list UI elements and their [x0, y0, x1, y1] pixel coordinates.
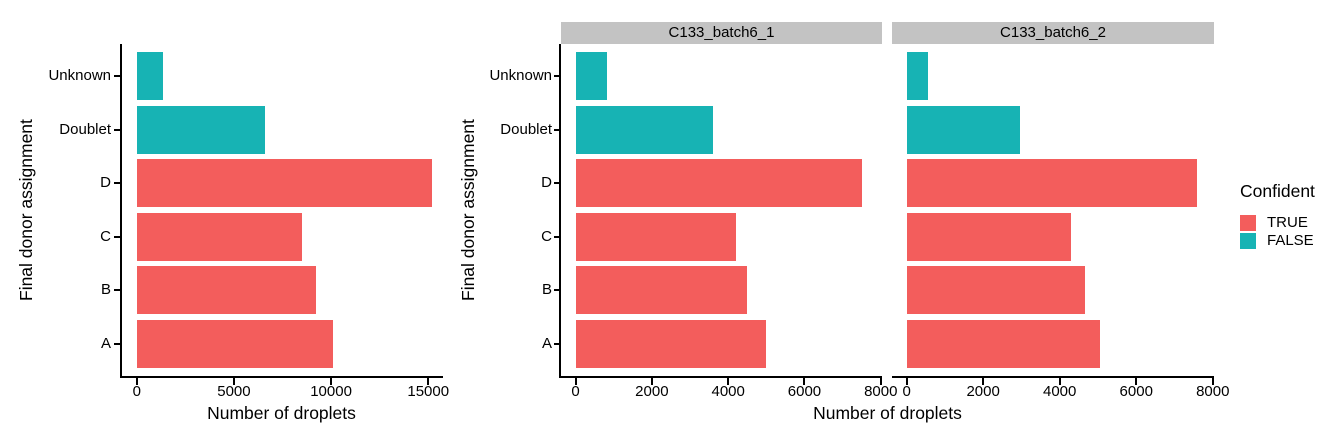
bar-c: [575, 212, 736, 261]
x-tick-label-15000: 15000: [407, 383, 450, 400]
x-tick-label-6000: 6000: [787, 383, 822, 400]
bar-doublet: [906, 105, 1020, 154]
legend-key-true-swatch: [1240, 215, 1256, 231]
bar-d: [906, 159, 1198, 208]
y-tick-mark: [114, 235, 121, 238]
x-axis-tick-labels-batch6-2: 0 2000 4000 6000 8000: [892, 383, 1229, 401]
facet-strip-batch6-1: C133_batch6_1: [561, 22, 882, 44]
x-tick-mark: [650, 378, 653, 385]
x-tick-mark: [232, 378, 235, 385]
y-tick-label-c: C: [100, 227, 111, 245]
y-tick-label-unknown: Unknown: [48, 67, 111, 85]
x-axis-ticks-batch6-1: [561, 378, 882, 385]
y-tick-label-c: C: [541, 227, 552, 245]
y-tick-label-unknown: Unknown: [489, 67, 552, 85]
x-axis-ticks-batch6-2: [892, 378, 1214, 385]
plot-panel-batch6-1: [559, 44, 882, 378]
y-axis-labels-faceted: Unknown Doublet D C B A: [442, 44, 552, 376]
x-tick-mark: [574, 378, 577, 385]
x-tick-mark: [1058, 378, 1061, 385]
y-tick-mark: [114, 75, 121, 78]
y-tick-mark: [554, 235, 561, 238]
x-tick-label-0: 0: [132, 383, 141, 400]
y-tick-label-d: D: [100, 174, 111, 192]
y-tick-mark: [554, 342, 561, 345]
legend-key-false-swatch: [1240, 233, 1256, 249]
y-axis-labels-overall: Unknown Doublet D C B A: [0, 44, 111, 376]
bar-unknown: [906, 52, 928, 101]
x-tick-label-8000: 8000: [864, 383, 898, 400]
x-tick-mark: [803, 378, 806, 385]
x-axis-title-overall: Number of droplets: [207, 403, 356, 423]
y-tick-label-a: A: [100, 334, 111, 352]
legend-title: Confident: [1240, 181, 1315, 201]
x-tick-mark: [727, 378, 730, 385]
plot-panel-batch6-2: [892, 44, 1214, 378]
bar-c: [136, 212, 302, 261]
y-tick-mark: [554, 289, 561, 292]
y-tick-mark: [114, 289, 121, 292]
bar-unknown: [136, 52, 163, 101]
bar-b: [575, 266, 748, 315]
legend-label-false: FALSE: [1267, 232, 1314, 249]
x-tick-label-2000: 2000: [635, 383, 669, 400]
x-tick-mark: [135, 378, 138, 385]
bar-d: [136, 159, 433, 208]
bar-doublet: [575, 105, 713, 154]
y-tick-mark: [114, 342, 121, 345]
bar-b: [136, 266, 316, 315]
bar-c: [906, 212, 1072, 261]
y-tick-label-d: D: [541, 174, 552, 192]
y-axis-ticks-faceted: [554, 44, 561, 376]
legend-item-false: FALSE: [1240, 232, 1315, 250]
x-tick-label-8000: 8000: [1196, 383, 1230, 400]
bar-d: [575, 159, 862, 208]
x-tick-label-4000: 4000: [711, 383, 745, 400]
x-tick-mark: [879, 378, 882, 385]
bar-doublet: [136, 105, 265, 154]
x-tick-mark: [1211, 378, 1214, 385]
x-axis-ticks-overall: [122, 378, 443, 385]
y-tick-label-b: B: [100, 281, 111, 299]
x-tick-mark: [330, 378, 333, 385]
x-axis-tick-labels-overall: 0 5000 10000 15000: [122, 383, 449, 401]
x-tick-label-10000: 10000: [310, 383, 352, 400]
y-axis-ticks-overall: [114, 44, 121, 376]
y-tick-mark: [554, 75, 561, 78]
facet-strip-batch6-2: C133_batch6_2: [892, 22, 1214, 44]
x-tick-mark: [427, 378, 430, 385]
legend-item-true: TRUE: [1240, 214, 1315, 232]
y-tick-label-doublet: Doublet: [59, 120, 111, 138]
x-tick-label-0: 0: [902, 383, 911, 400]
x-tick-mark: [982, 378, 985, 385]
x-tick-label-6000: 6000: [1119, 383, 1153, 400]
bar-a: [575, 319, 767, 368]
x-axis-tick-labels-batch6-1: 0 2000 4000 6000 8000: [561, 383, 897, 401]
y-tick-mark: [554, 182, 561, 185]
legend-label-true: TRUE: [1267, 214, 1308, 231]
bar-a: [906, 319, 1100, 368]
y-tick-label-doublet: Doublet: [500, 120, 552, 138]
bar-a: [136, 319, 334, 368]
x-tick-label-0: 0: [571, 383, 580, 400]
y-tick-mark: [114, 128, 121, 131]
legend: Confident TRUE FALSE: [1240, 181, 1315, 250]
plot-panel-overall: [120, 44, 443, 378]
x-tick-mark: [905, 378, 908, 385]
bar-unknown: [575, 52, 608, 101]
x-tick-label-5000: 5000: [217, 383, 251, 400]
y-tick-mark: [554, 128, 561, 131]
x-tick-label-4000: 4000: [1043, 383, 1077, 400]
x-tick-label-2000: 2000: [966, 383, 1000, 400]
y-tick-mark: [114, 182, 121, 185]
x-tick-mark: [1135, 378, 1138, 385]
x-axis-title-faceted: Number of droplets: [813, 403, 962, 423]
bar-b: [906, 266, 1085, 315]
y-tick-label-b: B: [541, 281, 552, 299]
y-tick-label-a: A: [541, 334, 552, 352]
